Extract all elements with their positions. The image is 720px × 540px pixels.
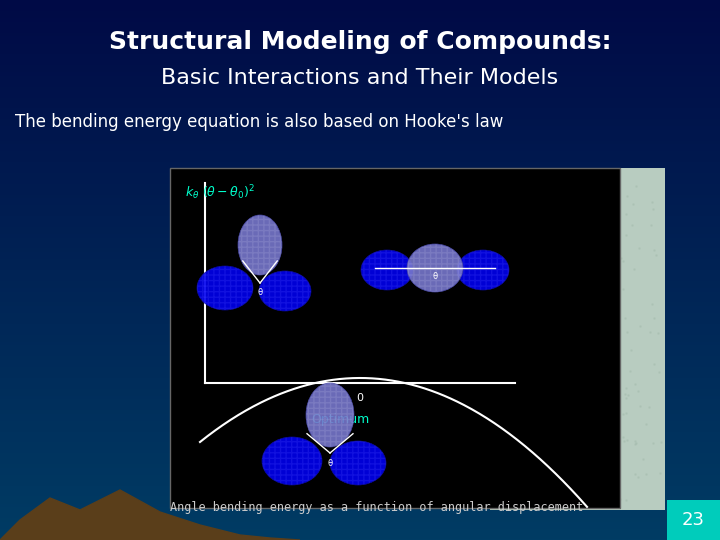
Text: The bending energy equation is also based on Hooke's law: The bending energy equation is also base… bbox=[15, 113, 503, 131]
Polygon shape bbox=[0, 490, 300, 540]
Ellipse shape bbox=[306, 383, 354, 447]
Text: Optimum: Optimum bbox=[311, 413, 369, 426]
Ellipse shape bbox=[407, 244, 463, 292]
Ellipse shape bbox=[259, 271, 311, 311]
Ellipse shape bbox=[361, 250, 413, 290]
Text: θ: θ bbox=[433, 272, 438, 281]
Text: θ: θ bbox=[328, 459, 333, 468]
Text: Basic Interactions and Their Models: Basic Interactions and Their Models bbox=[161, 68, 559, 88]
Text: Angle bending energy as a function of angular displacement: Angle bending energy as a function of an… bbox=[170, 502, 583, 515]
Text: θ: θ bbox=[258, 288, 263, 297]
Text: $k_{\theta}\ (\theta - \theta_0)^2$: $k_{\theta}\ (\theta - \theta_0)^2$ bbox=[185, 183, 255, 202]
Ellipse shape bbox=[197, 266, 253, 310]
Text: Structural Modeling of Compounds:: Structural Modeling of Compounds: bbox=[109, 30, 611, 54]
Text: 23: 23 bbox=[682, 511, 704, 529]
Ellipse shape bbox=[238, 215, 282, 275]
Ellipse shape bbox=[457, 250, 509, 290]
Ellipse shape bbox=[330, 441, 386, 485]
Bar bbox=[170, 168, 620, 508]
Bar bbox=[490, 168, 665, 510]
Bar bbox=[667, 500, 720, 540]
Ellipse shape bbox=[262, 437, 322, 485]
Text: 0: 0 bbox=[356, 393, 364, 403]
